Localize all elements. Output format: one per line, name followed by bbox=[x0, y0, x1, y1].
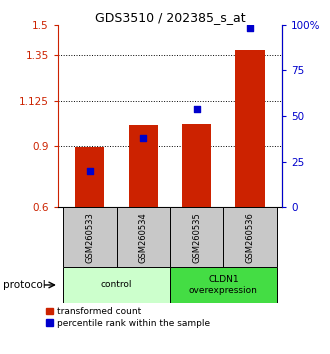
Bar bbox=[182, 124, 211, 207]
Bar bbox=[116, 207, 170, 267]
Point bbox=[248, 25, 253, 31]
Bar bbox=[235, 50, 265, 207]
Point bbox=[87, 168, 92, 173]
Bar bbox=[129, 125, 158, 207]
Bar bbox=[170, 207, 223, 267]
Point bbox=[194, 106, 199, 112]
Point bbox=[141, 135, 146, 141]
Bar bbox=[63, 267, 170, 303]
Bar bbox=[170, 267, 277, 303]
Text: control: control bbox=[101, 280, 132, 290]
Text: GSM260533: GSM260533 bbox=[85, 212, 94, 263]
Text: CLDN1
overexpression: CLDN1 overexpression bbox=[189, 275, 258, 295]
Legend: transformed count, percentile rank within the sample: transformed count, percentile rank withi… bbox=[46, 307, 210, 328]
Text: protocol: protocol bbox=[3, 280, 46, 290]
Bar bbox=[223, 207, 277, 267]
Text: GSM260534: GSM260534 bbox=[139, 212, 148, 263]
Text: GSM260536: GSM260536 bbox=[246, 212, 254, 263]
Bar bbox=[75, 147, 105, 207]
Title: GDS3510 / 202385_s_at: GDS3510 / 202385_s_at bbox=[95, 11, 245, 24]
Text: GSM260535: GSM260535 bbox=[192, 212, 201, 263]
Bar bbox=[63, 207, 116, 267]
